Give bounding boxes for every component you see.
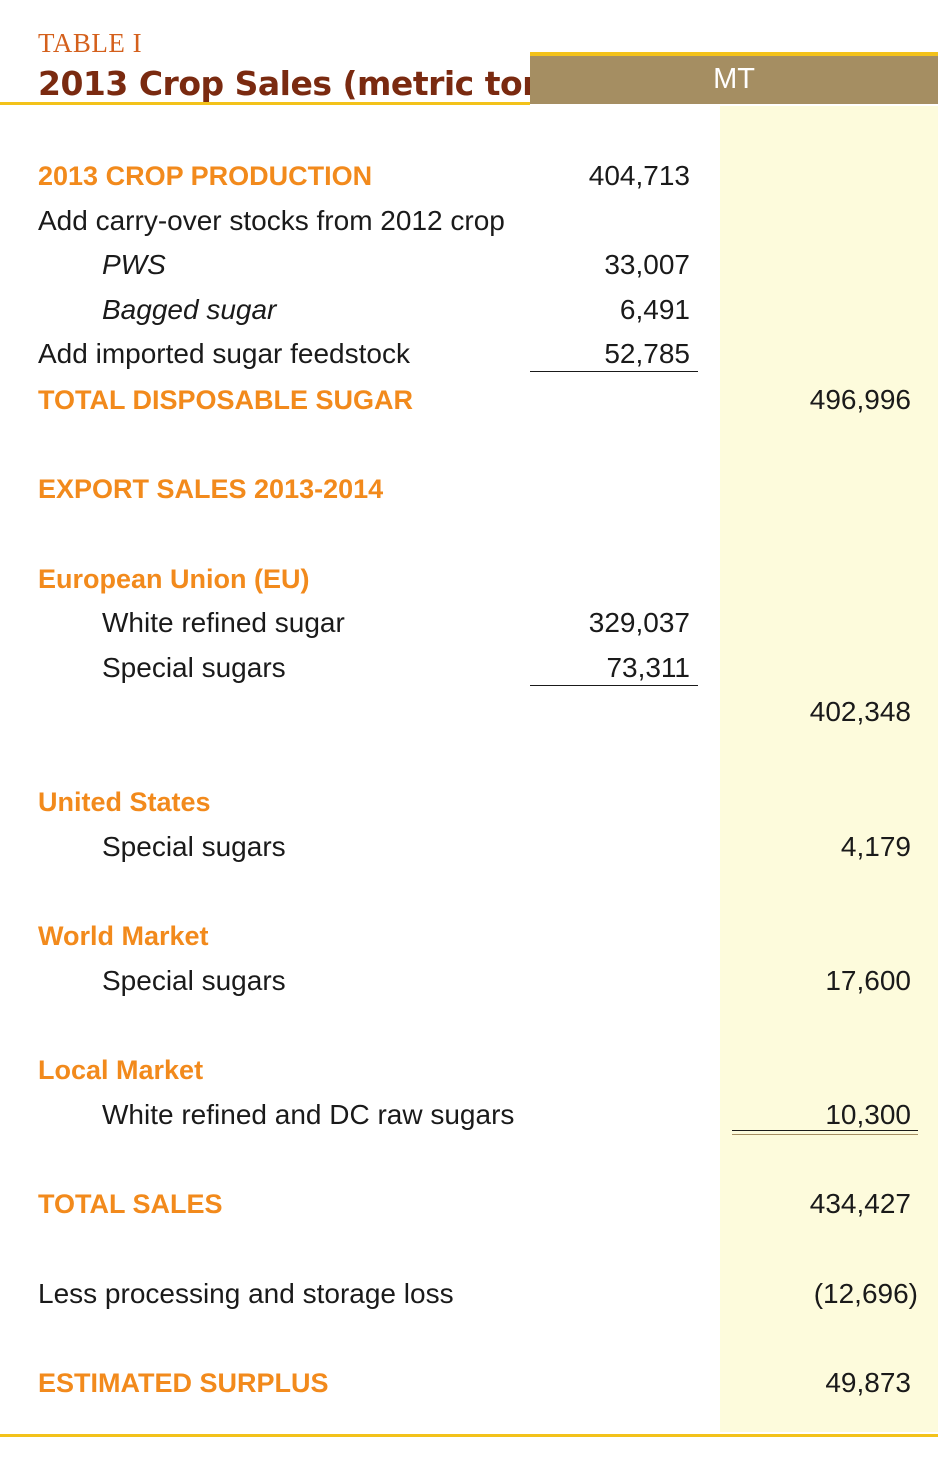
title-rule (0, 102, 530, 105)
subtotal-rule (530, 685, 698, 686)
row-local-white-refined: White refined and DC raw sugars 10,300 (0, 1093, 945, 1137)
row-local-market: Local Market (0, 1048, 945, 1092)
subtotal-value: 73,311 (606, 652, 690, 683)
row-bagged-sugar: Bagged sugar 6,491 (0, 288, 945, 332)
subtotal-value: 52,785 (604, 338, 690, 369)
section-heading: Local Market (38, 1055, 204, 1085)
subtotal-value: 329,037 (588, 607, 690, 638)
table-title: 2013 Crop Sales (metric tons) (38, 64, 579, 103)
subtotal-rule (530, 371, 698, 372)
row-label: TOTAL DISPOSABLE SUGAR (38, 385, 414, 415)
subtotal-value: 404,713 (588, 160, 690, 191)
total-value: 434,427 (809, 1188, 911, 1219)
row-label: Special sugars (102, 965, 286, 996)
row-label: ESTIMATED SURPLUS (38, 1368, 329, 1398)
section-heading: European Union (EU) (38, 564, 310, 594)
total-value: 402,348 (809, 696, 911, 727)
total-value: 17,600 (825, 965, 911, 996)
section-heading: World Market (38, 921, 209, 951)
row-label: Add imported sugar feedstock (38, 338, 410, 369)
row-label: White refined and DC raw sugars (102, 1099, 515, 1130)
total-value: 496,996 (809, 384, 911, 415)
row-united-states: United States (0, 780, 945, 824)
row-label: PWS (102, 249, 166, 280)
total-value: 49,873 (825, 1367, 911, 1398)
row-label: Add carry-over stocks from 2012 crop (38, 205, 505, 236)
section-heading: EXPORT SALES 2013-2014 (38, 474, 384, 504)
total-value: 10,300 (825, 1099, 911, 1130)
row-world-special-sugars: Special sugars 17,600 (0, 959, 945, 1003)
row-carry-over: Add carry-over stocks from 2012 crop (0, 199, 945, 243)
table-label: TABLE I (38, 28, 143, 58)
row-export-sales: EXPORT SALES 2013-2014 (0, 467, 945, 511)
row-imported-feedstock: Add imported sugar feedstock 52,785 (0, 332, 945, 376)
row-eu-special-sugars: Special sugars 73,311 (0, 646, 945, 690)
row-label: Bagged sugar (102, 294, 277, 325)
row-crop-production: 2013 CROP PRODUCTION 404,713 (0, 154, 945, 198)
row-label: Special sugars (102, 831, 286, 862)
column-header-mt: MT (530, 52, 938, 104)
row-label: White refined sugar (102, 607, 345, 638)
row-eu-total: 402,348 (0, 690, 945, 734)
subtotal-value: 6,491 (619, 294, 690, 325)
row-pws: PWS 33,007 (0, 243, 945, 287)
row-label: TOTAL SALES (38, 1189, 223, 1219)
row-label: Special sugars (102, 652, 286, 683)
row-total-disposable: TOTAL DISPOSABLE SUGAR 496,996 (0, 378, 945, 422)
row-label: 2013 CROP PRODUCTION (38, 161, 373, 191)
total-double-rule (732, 1130, 918, 1135)
row-european-union: European Union (EU) (0, 557, 945, 601)
total-value: (12,696) (813, 1278, 918, 1309)
total-value: 4,179 (840, 831, 911, 862)
row-us-special-sugars: Special sugars 4,179 (0, 825, 945, 869)
row-label: Less processing and storage loss (38, 1278, 454, 1309)
section-heading: United States (38, 787, 211, 817)
row-total-sales: TOTAL SALES 434,427 (0, 1182, 945, 1226)
row-world-market: World Market (0, 914, 945, 958)
mt-column-shade (720, 106, 938, 1432)
bottom-rule (0, 1434, 938, 1437)
row-processing-loss: Less processing and storage loss (12,696… (0, 1272, 945, 1316)
subtotal-value: 33,007 (604, 249, 690, 280)
row-estimated-surplus: ESTIMATED SURPLUS 49,873 (0, 1361, 945, 1405)
row-eu-white-refined: White refined sugar 329,037 (0, 601, 945, 645)
